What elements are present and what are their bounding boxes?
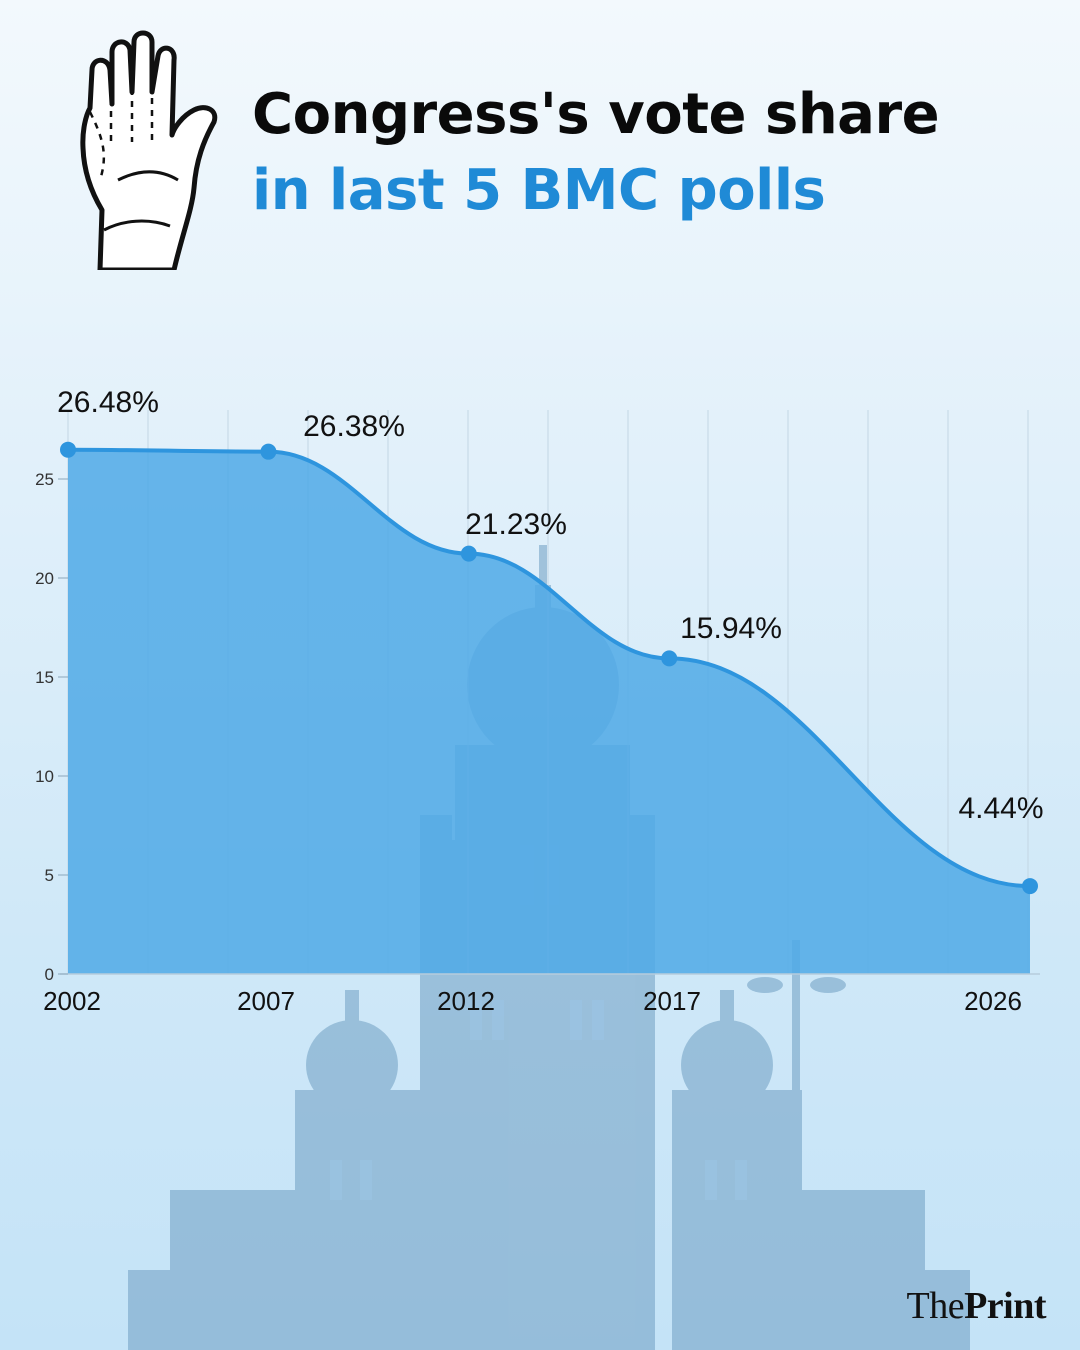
x-tick-label: 2017	[643, 986, 701, 1016]
chart-title-line2: in last 5 BMC polls	[252, 158, 826, 223]
x-tick-label: 2002	[43, 986, 101, 1016]
x-tick-label: 2012	[437, 986, 495, 1016]
logo-suffix: Print	[964, 1285, 1046, 1327]
chart-title-line1: Congress's vote share	[252, 82, 940, 147]
x-tick-label: 2026	[964, 986, 1022, 1016]
theprint-logo: ThePrint	[906, 1284, 1046, 1328]
y-tick-label: 20	[35, 569, 54, 588]
data-point	[460, 545, 477, 562]
area-fill	[68, 449, 1030, 974]
y-tick-label: 0	[45, 965, 54, 984]
data-label: 15.94%	[680, 612, 782, 645]
data-label: 21.23%	[465, 508, 567, 541]
y-tick-label: 25	[35, 470, 54, 489]
data-label: 26.48%	[57, 386, 159, 419]
y-tick-label: 5	[45, 866, 54, 885]
data-label: 26.38%	[303, 410, 405, 443]
data-point	[1022, 878, 1038, 895]
data-point	[661, 650, 678, 667]
data-point	[260, 443, 277, 460]
congress-hand-icon	[80, 30, 218, 270]
data-label: 4.44%	[958, 792, 1043, 825]
data-point	[60, 441, 76, 458]
y-tick-label: 10	[35, 767, 54, 786]
x-tick-label: 2007	[237, 986, 295, 1016]
logo-prefix: The	[906, 1285, 965, 1327]
y-tick-label: 15	[35, 668, 54, 687]
series-line	[67, 447, 1031, 889]
